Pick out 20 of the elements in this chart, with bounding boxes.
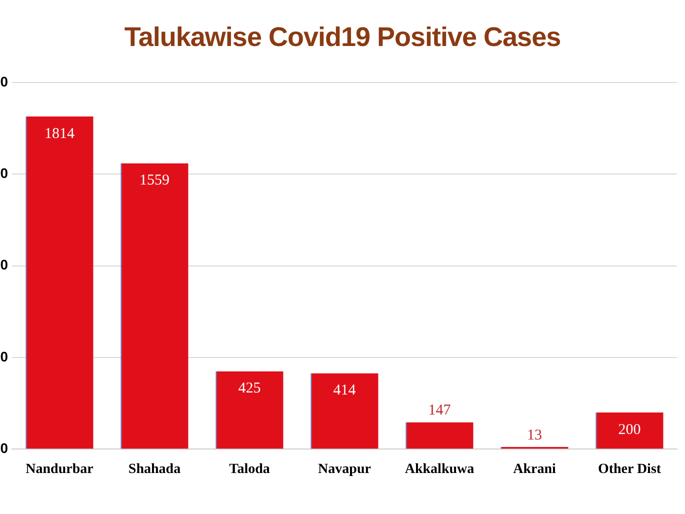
chart-title: Talukawise Covid19 Positive Cases — [123, 22, 562, 53]
data-label: 200 — [618, 422, 641, 438]
text: 0 — [0, 440, 8, 456]
x-tick-label: Shahada — [128, 462, 181, 478]
data-label: 1814 — [44, 126, 75, 142]
text: 0 — [0, 73, 8, 90]
data-label: 13 — [527, 427, 542, 444]
x-tick-label: Akrani — [513, 462, 556, 478]
data-label: 425 — [238, 380, 261, 397]
data-label: 147 — [428, 402, 452, 419]
x-tick-label: Navapur — [318, 462, 371, 478]
text: 0 — [0, 348, 8, 364]
data-label: 414 — [333, 382, 356, 399]
text: 0 — [0, 164, 8, 181]
data-label: 1559 — [140, 172, 170, 189]
x-tick-label: Other Dist — [598, 462, 662, 478]
x-tick-label: Nandurbar — [26, 462, 94, 478]
x-tick-label: Taloda — [229, 462, 270, 478]
text: 0 — [0, 256, 8, 273]
x-tick-label: Akkalkuwa — [404, 462, 474, 478]
